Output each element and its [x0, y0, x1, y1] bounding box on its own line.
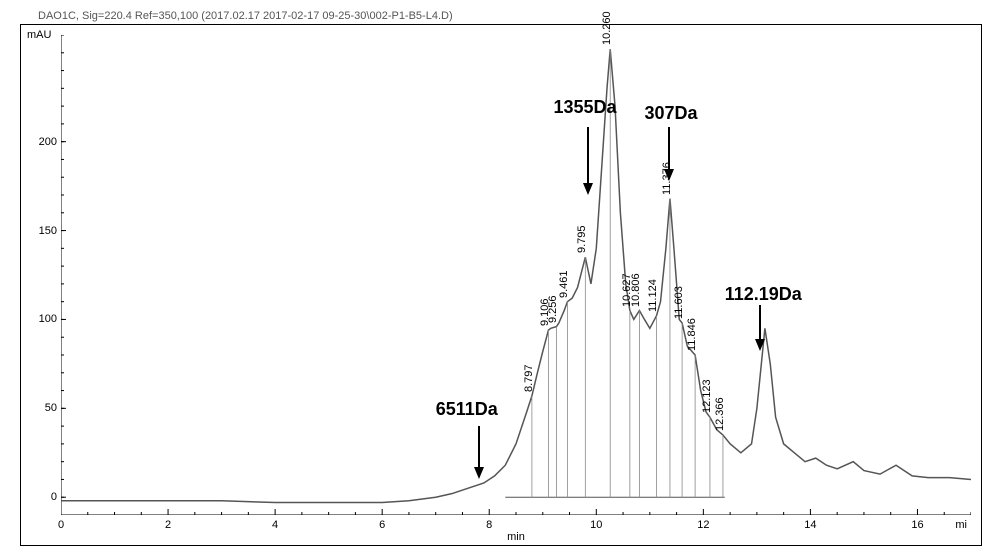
- y-tick-label: 50: [45, 402, 57, 414]
- x-axis: min mi 0 2 4 6 8 10 12 14 16: [61, 515, 971, 545]
- chromatogram-chart: mAU 050100150200 8.7979.1069.2569.4619.7…: [20, 24, 982, 546]
- y-axis: 0 50 100 150 200: [21, 25, 61, 515]
- x-tick-label: 10: [590, 519, 602, 531]
- mass-annotation: 6511Da: [436, 399, 498, 420]
- peak-label: 10.806: [630, 273, 642, 307]
- arrow-shaft: [668, 127, 670, 170]
- x-axis-unit: min: [507, 531, 525, 543]
- arrow-down-icon: [755, 339, 765, 351]
- peak-label: 9.795: [576, 226, 588, 254]
- mass-annotation: 112.19Da: [725, 284, 802, 305]
- y-tick-label: 200: [39, 136, 57, 148]
- mass-annotation: 1355Da: [553, 97, 616, 118]
- peak-label: 10.260: [601, 12, 613, 46]
- arrow-down-icon: [583, 183, 593, 195]
- peak-label: 11.603: [673, 286, 685, 319]
- peak-label: 12.366: [714, 397, 726, 431]
- x-axis-unit-right: mi: [955, 519, 967, 531]
- x-tick-label: 16: [911, 519, 923, 531]
- arrow-shaft: [759, 305, 761, 341]
- peak-label: 9.461: [558, 270, 570, 298]
- arrow-down-icon: [474, 467, 484, 479]
- x-tick-label: 0: [58, 519, 64, 531]
- mass-annotation: 307Da: [644, 103, 697, 124]
- peak-label: 12.123: [701, 380, 713, 414]
- arrow-down-icon: [664, 169, 674, 181]
- x-tick-label: 14: [804, 519, 816, 531]
- arrow-shaft: [478, 426, 480, 469]
- x-tick-label: 2: [165, 519, 171, 531]
- chromatogram-svg: [61, 35, 971, 515]
- x-tick-label: 8: [486, 519, 492, 531]
- arrow-shaft: [587, 127, 589, 185]
- x-tick-label: 4: [272, 519, 278, 531]
- peak-label: 11.846: [686, 318, 698, 351]
- peak-label: 9.256: [547, 295, 559, 323]
- peak-label: 8.797: [523, 364, 535, 392]
- y-tick-label: 0: [51, 491, 57, 503]
- x-tick-label: 6: [379, 519, 385, 531]
- y-tick-label: 100: [39, 313, 57, 325]
- peak-label: 11.124: [647, 279, 659, 312]
- chart-header: DAO1C, Sig=220.4 Ref=350,100 (2017.02.17…: [10, 10, 990, 22]
- x-tick-label: 12: [697, 519, 709, 531]
- plot-area: 8.7979.1069.2569.4619.79510.26010.62710.…: [61, 35, 971, 515]
- y-tick-label: 150: [39, 225, 57, 237]
